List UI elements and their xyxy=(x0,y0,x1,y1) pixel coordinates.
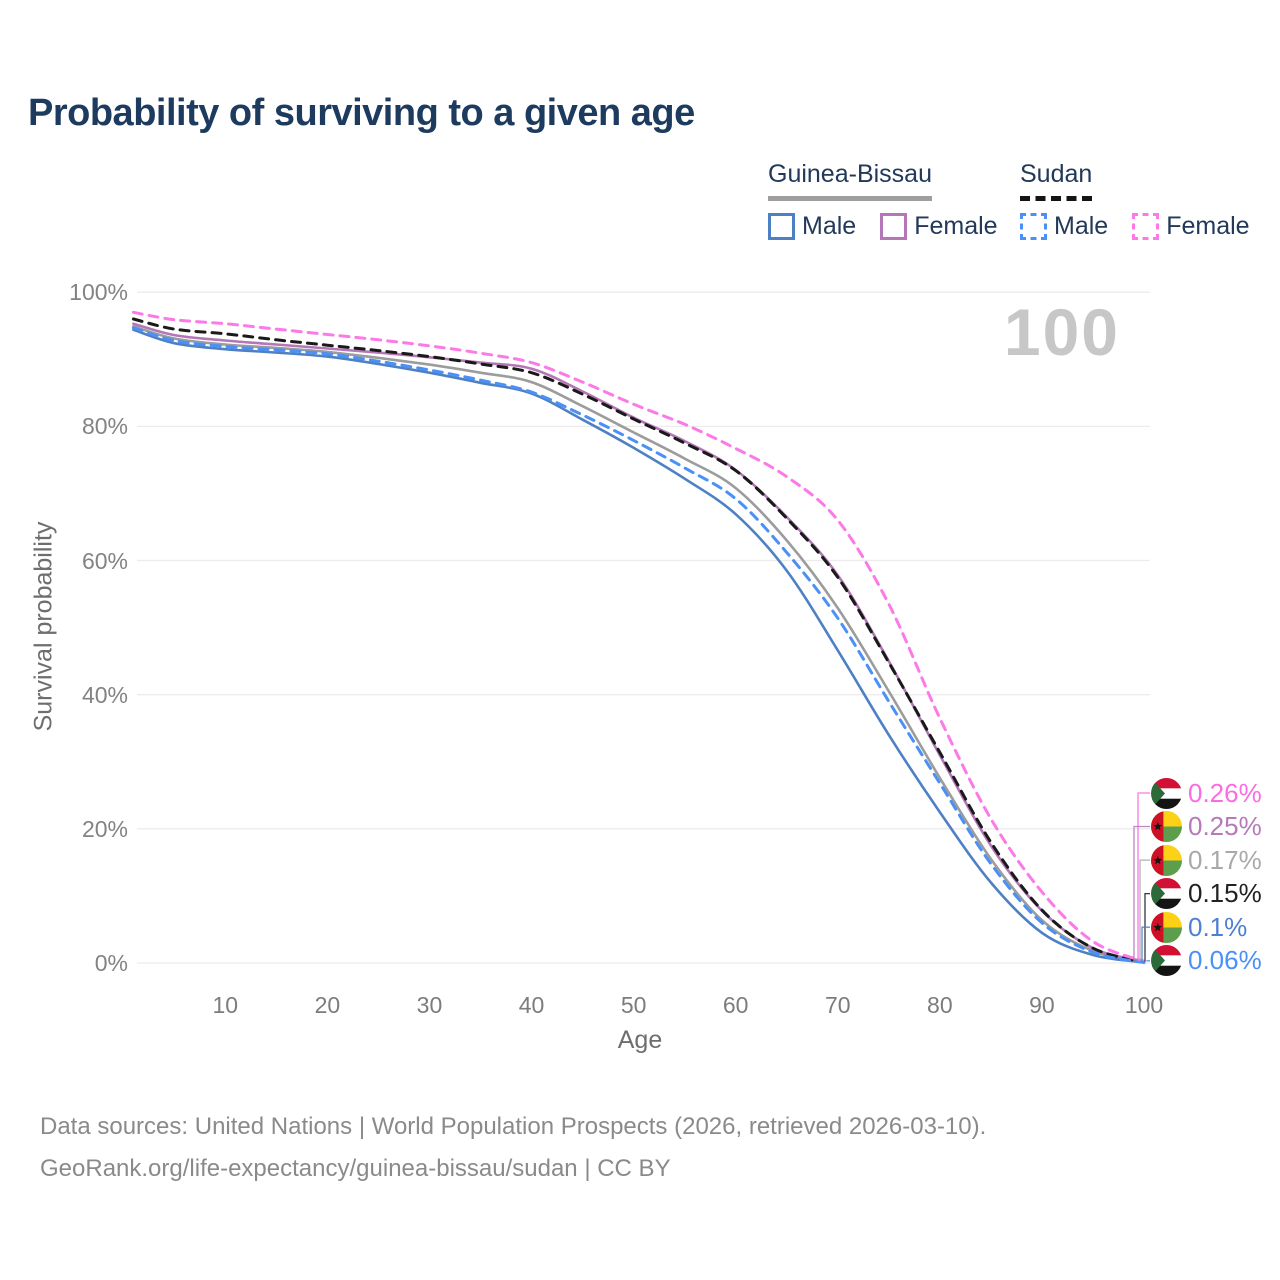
sudan-flag-icon xyxy=(1151,878,1182,910)
end-label-value: 0.25% xyxy=(1188,811,1262,842)
data-sources-line: Data sources: United Nations | World Pop… xyxy=(40,1113,987,1140)
legend-swatch-sudan-male[interactable] xyxy=(1020,213,1047,240)
series-line-guinea-bissau-female[interactable] xyxy=(132,322,1146,963)
sudan-flag-icon xyxy=(1151,945,1182,977)
x-axis-label: Age xyxy=(617,1026,663,1054)
legend-group-guinea-bissau: Guinea-Bissau Male Female xyxy=(768,160,1022,241)
y-tick-label: 40% xyxy=(81,681,128,708)
guinea-bissau-flag-icon xyxy=(1151,911,1182,943)
x-tick-label: 30 xyxy=(416,992,443,1018)
series-line-sudan-both-sexes[interactable] xyxy=(131,317,1146,964)
end-label-value: 0.17% xyxy=(1188,844,1262,875)
legend-group-sudan: Sudan Male Female xyxy=(1020,160,1274,241)
end-label-sudan-male: 0.06% xyxy=(1151,944,1262,977)
end-label-connector xyxy=(1144,892,1150,962)
x-tick-label: 60 xyxy=(722,992,749,1018)
legend-swatch-sudan-female[interactable] xyxy=(1132,213,1160,240)
legend-country-guinea-bissau[interactable]: Guinea-Bissau xyxy=(768,160,932,201)
end-label-guinea-bissau-both-sexes: 0.17% xyxy=(1151,844,1262,877)
y-axis-label: Survival probability xyxy=(29,521,58,732)
x-tick-label: 100 xyxy=(1124,992,1164,1018)
legend-label-gb-male[interactable]: Male xyxy=(802,212,857,240)
x-tick-label: 70 xyxy=(824,992,851,1018)
series-line-guinea-bissau-both-sexes[interactable] xyxy=(132,325,1146,964)
hovered-age-watermark: 100 xyxy=(1003,295,1120,369)
y-tick-label: 60% xyxy=(81,547,128,574)
legend-swatch-gb-male[interactable] xyxy=(768,213,795,240)
y-tick-label: 100% xyxy=(69,279,128,306)
attribution-line: GeoRank.org/life-expectancy/guinea-bissa… xyxy=(40,1155,671,1182)
series-line-sudan-female[interactable] xyxy=(131,310,1146,963)
y-tick-label: 80% xyxy=(81,413,128,440)
legend-row: Male Female xyxy=(768,212,1022,241)
guinea-bissau-flag-icon xyxy=(1151,811,1182,843)
end-label-guinea-bissau-female: 0.25% xyxy=(1151,810,1262,843)
end-label-value: 0.1% xyxy=(1188,911,1248,942)
series-line-sudan-male[interactable] xyxy=(131,326,1146,965)
x-tick-label: 10 xyxy=(212,992,239,1018)
legend-label-gb-female[interactable]: Female xyxy=(914,212,998,240)
legend-row: Male Female xyxy=(1020,212,1274,241)
legend-swatch-gb-female[interactable] xyxy=(880,213,908,240)
x-tick-label: 20 xyxy=(314,992,341,1018)
end-label-value: 0.06% xyxy=(1188,945,1262,976)
x-tick-label: 90 xyxy=(1029,992,1055,1018)
end-label-connector xyxy=(1139,859,1150,962)
footer: Data sources: United Nations | World Pop… xyxy=(40,1106,986,1190)
end-label-value: 0.15% xyxy=(1188,878,1262,909)
end-label-connector xyxy=(1133,825,1150,962)
end-label-sudan-both-sexes: 0.15% xyxy=(1151,877,1262,910)
x-tick-label: 40 xyxy=(518,992,545,1018)
end-label-sudan-female: 0.26% xyxy=(1151,777,1262,810)
end-label-connector xyxy=(1141,926,1150,962)
y-tick-label: 20% xyxy=(81,815,128,842)
y-tick-label: 0% xyxy=(94,950,128,976)
legend-label-sudan-male[interactable]: Male xyxy=(1054,212,1109,240)
x-tick-label: 80 xyxy=(927,992,953,1018)
end-label-guinea-bissau-male: 0.1% xyxy=(1151,911,1247,944)
x-tick-label: 50 xyxy=(620,992,647,1018)
legend-country-sudan[interactable]: Sudan xyxy=(1020,160,1093,201)
sudan-flag-icon xyxy=(1151,777,1182,809)
legend-label-sudan-female[interactable]: Female xyxy=(1166,212,1250,240)
guinea-bissau-flag-icon xyxy=(1151,844,1182,876)
end-label-connector xyxy=(1146,960,1150,962)
page-title: Probability of surviving to a given age xyxy=(28,92,695,134)
end-label-connector xyxy=(1137,792,1150,962)
end-label-value: 0.26% xyxy=(1188,777,1262,808)
series-line-guinea-bissau-male[interactable] xyxy=(132,328,1146,964)
